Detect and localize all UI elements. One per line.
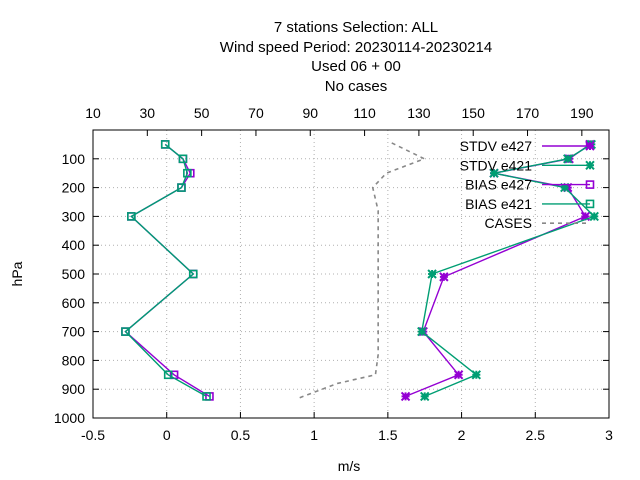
x-tick-label: 0 bbox=[163, 427, 171, 443]
data-point bbox=[585, 199, 595, 209]
legend-label: BIAS e421 bbox=[465, 196, 532, 212]
data-point bbox=[160, 140, 170, 149]
data-point bbox=[121, 327, 130, 336]
x2-tick-label: 70 bbox=[248, 105, 264, 121]
data-point bbox=[183, 168, 192, 178]
y-tick-label: 1000 bbox=[54, 410, 85, 426]
data-point bbox=[585, 160, 595, 171]
series-line bbox=[124, 143, 207, 398]
x-axis-label: m/s bbox=[338, 458, 361, 474]
y-tick-label: 300 bbox=[62, 208, 86, 224]
data-point bbox=[202, 392, 211, 401]
y-tick-label: 200 bbox=[62, 180, 86, 196]
title-line-3: Used 06 + 00 bbox=[311, 58, 401, 75]
data-point bbox=[400, 391, 411, 402]
data-point bbox=[417, 326, 427, 337]
y-tick-label: 800 bbox=[62, 352, 86, 368]
x2-tick-label: 150 bbox=[462, 105, 486, 121]
series-1 bbox=[417, 139, 599, 402]
title-line-2: Wind speed Period: 20230114-20230214 bbox=[220, 39, 492, 56]
data-point bbox=[427, 269, 437, 279]
y-tick-label: 600 bbox=[62, 295, 86, 311]
legend-label: BIAS e427 bbox=[465, 177, 532, 193]
data-point bbox=[439, 272, 449, 282]
series-layer bbox=[121, 139, 599, 402]
legend-label: CASES bbox=[485, 215, 532, 231]
data-point bbox=[589, 211, 599, 222]
plot-border bbox=[92, 129, 610, 419]
legend-label: STDV e421 bbox=[460, 157, 533, 173]
data-point bbox=[563, 154, 573, 164]
title-line-1: 7 stations Selection: ALL bbox=[274, 19, 438, 36]
data-point bbox=[560, 182, 570, 193]
x-tick-label: 3 bbox=[605, 427, 613, 443]
data-point bbox=[178, 154, 188, 164]
data-point bbox=[453, 370, 464, 380]
series-4 bbox=[299, 142, 427, 399]
data-point bbox=[420, 391, 430, 402]
y-tick-label: 500 bbox=[62, 266, 86, 282]
data-point bbox=[585, 141, 595, 151]
y-axis-ticks: 100 200 300 400 500 600 700 800 900 1000 bbox=[54, 151, 609, 426]
x2-tick-label: 130 bbox=[407, 105, 431, 121]
chart-title: 7 stations Selection: ALL Wind speed Per… bbox=[220, 19, 492, 95]
x2-tick-label: 50 bbox=[194, 105, 210, 121]
data-point bbox=[489, 168, 499, 178]
x2-tick-label: 110 bbox=[353, 105, 376, 121]
x-tick-label: 2.5 bbox=[526, 427, 546, 443]
series-3 bbox=[121, 140, 211, 401]
legend: STDV e427 STDV e421 BIAS e427 BIAS e421 CASE… bbox=[460, 138, 595, 231]
series-2 bbox=[121, 140, 214, 401]
x2-tick-label: 30 bbox=[140, 105, 156, 121]
series-line bbox=[299, 142, 427, 399]
x2-tick-label: 170 bbox=[516, 105, 540, 121]
y-tick-label: 400 bbox=[62, 237, 86, 253]
y-axis-label: hPa bbox=[9, 261, 25, 286]
legend-label: STDV e427 bbox=[460, 138, 533, 154]
data-point bbox=[188, 269, 198, 279]
data-point bbox=[127, 212, 136, 221]
y-tick-label: 900 bbox=[62, 381, 86, 397]
x-tick-label: 1 bbox=[310, 427, 318, 443]
x-tick-label: 0.5 bbox=[231, 427, 251, 443]
x-axis-ticks: -0.5 0 0.5 1 1.5 2 2.5 3 bbox=[81, 412, 613, 443]
y-tick-label: 100 bbox=[62, 151, 86, 167]
x-tick-label: 1.5 bbox=[378, 427, 398, 443]
grid bbox=[93, 130, 609, 418]
data-point bbox=[163, 370, 173, 380]
x2-tick-label: 10 bbox=[85, 105, 101, 121]
data-point bbox=[177, 183, 186, 192]
x-tick-label: -0.5 bbox=[81, 427, 105, 443]
data-point bbox=[471, 370, 482, 380]
title-line-4: No cases bbox=[325, 78, 388, 95]
data-point bbox=[585, 180, 595, 189]
x2-tick-label: 190 bbox=[570, 105, 594, 121]
x2-axis-ticks: 10 30 50 70 90 110 130 150 170 190 bbox=[85, 105, 594, 136]
y-tick-label: 700 bbox=[62, 324, 86, 340]
x2-tick-label: 90 bbox=[302, 105, 318, 121]
data-point bbox=[580, 211, 591, 222]
x-tick-label: 2 bbox=[458, 427, 466, 443]
